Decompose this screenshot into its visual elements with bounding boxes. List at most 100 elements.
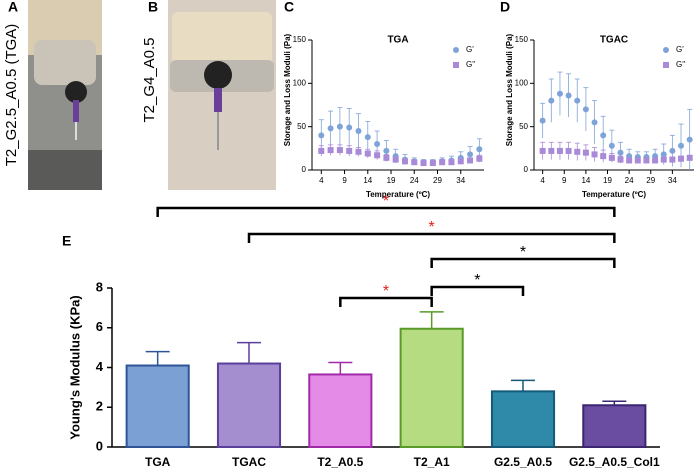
point [429,160,436,167]
y-tick-label: 6 [96,319,103,334]
significance-bracket [430,257,616,268]
point [565,147,572,154]
x-tick-label: 14 [581,176,590,185]
point [448,159,455,166]
x-axis-label: Temperature (ºC) [366,190,430,199]
point [355,148,362,155]
x-tick-label: T2_A0.5 [317,455,363,469]
bar [582,404,647,449]
point [565,92,572,99]
point [626,157,633,164]
point [669,147,676,154]
significance-label: * [383,283,389,300]
y-tick-label: 150 [293,35,307,44]
legend-label: G'' [466,60,476,69]
significance-bracket [339,296,433,307]
x-tick-label: 24 [410,176,419,185]
y-tick-label: 150 [515,35,529,44]
legend-marker [663,47,669,53]
x-tick-label: 34 [668,176,677,185]
x-tick-label: 24 [625,176,634,185]
point [660,156,667,163]
panel-label: B [148,0,158,15]
point [467,157,474,164]
point [582,106,589,113]
x-tick-label: 9 [342,176,347,185]
point [678,142,685,149]
point [600,132,607,139]
y-axis-label: Storage and Loss Moduli (Pa) [283,33,292,146]
panel-label: D [500,0,510,15]
point [401,158,408,165]
point [318,132,325,139]
point [439,159,446,166]
x-tick-label: TGAC [232,455,266,469]
x-tick-label: 29 [433,176,442,185]
point [467,151,474,158]
point [660,151,667,158]
point [582,149,589,156]
point [556,147,563,154]
point [355,128,362,134]
legend-marker [453,62,459,68]
y-tick-label: 4 [96,359,104,374]
point [364,134,371,141]
point [643,157,650,164]
x-tick-label: 9 [562,176,567,185]
point [346,124,353,131]
x-tick-label: TGA [145,455,171,469]
point [548,147,555,154]
point [539,147,546,154]
panel-label: E [62,233,71,249]
point [476,155,483,162]
point [608,142,615,149]
significance-label: * [429,219,435,236]
x-tick-label: 34 [456,176,465,185]
point [374,152,381,159]
photo-label: T2_G4_A0.5 [141,37,158,122]
legend-label: G' [466,45,474,54]
point [600,153,607,160]
bar [216,362,282,448]
point [574,97,581,104]
legend-marker [663,62,669,68]
point [383,147,390,154]
point [678,155,685,162]
x-tick-label: 4 [540,176,545,185]
point [364,150,371,157]
legend-marker [453,47,459,53]
point [686,154,693,161]
point [420,160,427,167]
significance-label: * [474,272,480,289]
point [318,147,325,154]
x-tick-label: 14 [363,176,372,185]
point [411,159,418,166]
panel-label: A [8,0,18,15]
chart-title: TGAC [600,35,628,46]
x-tick-label: G2.5_A0.5 [494,455,552,469]
chart-title: TGA [387,35,408,46]
y-tick-label: 2 [96,399,103,414]
x-tick-label: 19 [387,176,396,185]
photo-label: T2_G2.5_A0.5 (TGA) [3,24,20,167]
significance-bracket [247,232,616,243]
point [617,156,624,163]
point [574,148,581,155]
point [374,141,381,147]
point [556,90,563,97]
x-tick-label: T2_A1 [414,455,450,469]
point [652,157,659,164]
photo-b [168,0,276,190]
panel-label: C [284,0,294,15]
point [476,146,483,153]
bar [308,373,373,448]
significance-label: * [383,193,389,210]
y-tick-label: 0 [96,438,103,453]
y-tick-label: 0 [302,165,307,174]
y-tick-label: 50 [519,122,528,131]
point [327,147,334,154]
point [336,123,343,130]
y-axis-label: Storage and Loss Moduli (Pa) [505,33,514,146]
point [617,149,624,156]
x-tick-label: G2.5_A0.5_Col1 [569,455,660,469]
